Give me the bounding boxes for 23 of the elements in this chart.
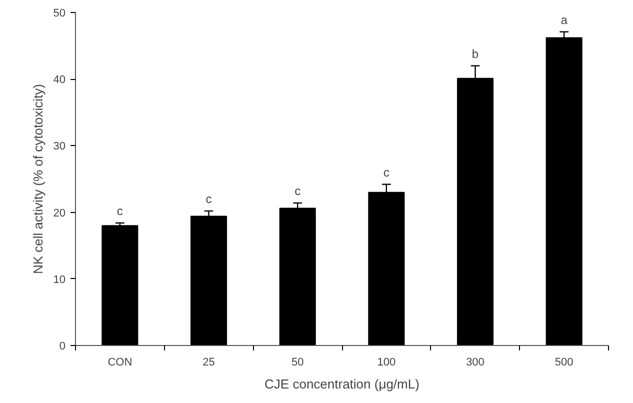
y-tick-label: 20 [53,207,66,220]
x-axis-title: CJE concentration (μg/mL) [264,376,420,392]
annotation: b [472,46,479,61]
bar [279,208,316,346]
y-tick-label: 30 [53,140,66,153]
y-axis-title: NK cell activity (% of cytotoxicity) [30,84,46,274]
annotation: c [294,184,301,198]
x-tick-label: 50 [291,356,304,368]
y-tick-label: 10 [53,274,66,286]
y-tick-label: 50 [53,8,66,20]
annotation: a [560,12,568,27]
x-tick-label: 100 [377,356,396,368]
x-tick-label: CON [108,356,132,368]
y-tick-label: 40 [53,74,66,86]
annotation: c [116,204,123,218]
bar [190,216,228,346]
x-tick-label: 300 [466,356,484,368]
bar [102,225,138,346]
x-tick-label: 25 [202,356,215,368]
annotation: c [383,165,390,180]
y-tick-label: 0 [59,340,66,352]
annotation: c [206,192,212,206]
x-tick-label: 500 [554,356,574,368]
